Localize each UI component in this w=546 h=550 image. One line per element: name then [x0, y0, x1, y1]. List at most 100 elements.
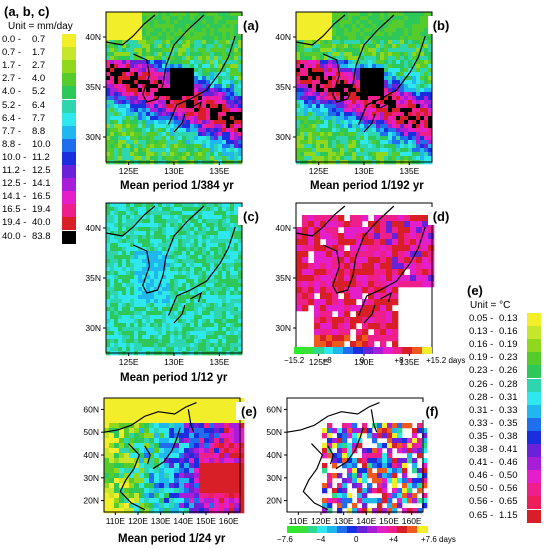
grid-cell — [170, 152, 175, 157]
grid-cell — [314, 323, 321, 330]
grid-cell — [226, 20, 231, 25]
coastline — [173, 304, 186, 324]
legend-range-low: 4.0 - — [2, 86, 22, 98]
grid-cell — [400, 20, 405, 25]
grid-cell — [300, 124, 305, 129]
grid-cell — [320, 44, 325, 49]
grid-cell — [214, 247, 219, 252]
grid-cell — [364, 80, 369, 85]
grid-cell — [214, 473, 220, 479]
grid-cell — [182, 148, 187, 153]
grid-cell — [372, 36, 377, 41]
grid-cell — [122, 56, 127, 61]
grid-cell — [218, 40, 223, 45]
grid-cell — [222, 343, 227, 348]
grid-cell — [126, 120, 131, 125]
grid-cell — [314, 251, 321, 258]
grid-cell — [386, 311, 393, 318]
grid-cell — [124, 413, 130, 419]
grid-cell — [222, 100, 227, 105]
grid-cell — [104, 428, 110, 434]
grid-cell — [189, 438, 195, 444]
grid-cell — [398, 239, 405, 246]
grid-cell — [296, 120, 301, 125]
grid-cell — [219, 433, 225, 439]
grid-cell — [174, 92, 179, 97]
grid-cell — [198, 120, 203, 125]
grid-cell — [320, 275, 327, 282]
grid-cell — [356, 335, 363, 342]
grid-cell — [209, 443, 215, 449]
grid-cell — [169, 428, 175, 434]
grid-cell — [178, 207, 183, 212]
grid-cell — [122, 339, 127, 344]
grid-cell — [238, 100, 243, 105]
grid-cell — [238, 267, 243, 272]
grid-cell — [226, 108, 231, 113]
grid-cell — [424, 92, 429, 97]
grid-cell — [178, 48, 183, 53]
grid-cell — [380, 323, 387, 330]
grid-cell — [190, 12, 195, 17]
grid-cell — [218, 60, 223, 65]
grid-cell — [122, 104, 127, 109]
grid-cell — [170, 219, 175, 224]
grid-cell — [219, 398, 225, 404]
grid-cell — [234, 207, 239, 212]
grid-cell — [360, 60, 365, 65]
grid-cell — [194, 267, 199, 272]
grid-cell — [194, 120, 199, 125]
grid-cell — [344, 88, 349, 93]
grid-cell — [360, 16, 365, 21]
grid-cell — [194, 68, 199, 73]
grid-cell — [194, 132, 199, 137]
grid-cell — [126, 156, 131, 161]
grid-cell — [134, 418, 140, 424]
grid-cell — [364, 68, 369, 73]
legend-swatch — [62, 73, 76, 87]
grid-cell — [338, 329, 345, 336]
grid-cell — [412, 48, 417, 53]
grid-cell — [142, 148, 147, 153]
grid-cell — [110, 271, 115, 276]
grid-cell — [134, 24, 139, 29]
grid-cell — [114, 458, 120, 464]
grid-cell — [344, 144, 349, 149]
grid-cell — [154, 275, 159, 280]
grid-cell — [428, 263, 435, 270]
grid-cell — [234, 239, 239, 244]
grid-cell — [202, 132, 207, 137]
grid-cell — [106, 68, 111, 73]
grid-cell — [110, 52, 115, 57]
grid-cell — [300, 144, 305, 149]
grid-cell — [214, 478, 220, 484]
grid-cell — [416, 108, 421, 113]
grid-cell — [392, 287, 399, 294]
grid-cell — [190, 88, 195, 93]
grid-cell — [150, 283, 155, 288]
grid-cell — [142, 56, 147, 61]
legend-range-high: 40.0 — [32, 217, 51, 229]
grid-cell — [302, 269, 309, 276]
grid-cell — [376, 56, 381, 61]
grid-cell — [332, 72, 337, 77]
grid-cell — [162, 120, 167, 125]
grid-cell — [134, 124, 139, 129]
grid-cell — [186, 223, 191, 228]
grid-cell — [296, 20, 301, 25]
grid-cell — [110, 32, 115, 37]
grid-cell — [130, 251, 135, 256]
grid-cell — [396, 148, 401, 153]
grid-cell — [416, 245, 423, 252]
grid-cell — [114, 100, 119, 105]
legend-range-high: 0.16 — [499, 326, 518, 338]
grid-cell — [190, 80, 195, 85]
grid-cell — [410, 251, 417, 258]
grid-cell — [420, 48, 425, 53]
grid-cell — [134, 483, 140, 489]
grid-cell — [332, 116, 337, 121]
grid-cell — [356, 76, 361, 81]
grid-cell — [178, 92, 183, 97]
grid-cell — [222, 223, 227, 228]
grid-cell — [229, 463, 235, 469]
